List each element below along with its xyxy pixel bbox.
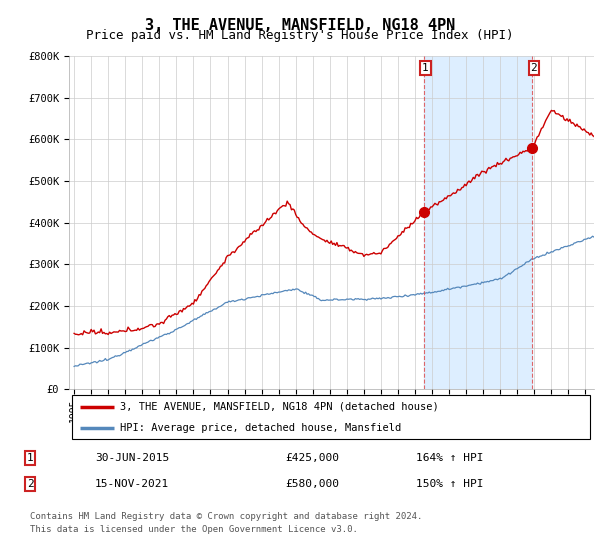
Text: £580,000: £580,000: [285, 479, 339, 489]
Text: 15-NOV-2021: 15-NOV-2021: [95, 479, 169, 489]
Text: 3, THE AVENUE, MANSFIELD, NG18 4PN: 3, THE AVENUE, MANSFIELD, NG18 4PN: [145, 18, 455, 33]
Text: 3, THE AVENUE, MANSFIELD, NG18 4PN (detached house): 3, THE AVENUE, MANSFIELD, NG18 4PN (deta…: [121, 402, 439, 412]
Text: 1: 1: [422, 63, 428, 73]
Text: Contains HM Land Registry data © Crown copyright and database right 2024.: Contains HM Land Registry data © Crown c…: [30, 512, 422, 521]
FancyBboxPatch shape: [71, 395, 590, 438]
Text: 1: 1: [26, 453, 34, 463]
Text: 164% ↑ HPI: 164% ↑ HPI: [416, 453, 484, 463]
Text: 150% ↑ HPI: 150% ↑ HPI: [416, 479, 484, 489]
Text: £425,000: £425,000: [285, 453, 339, 463]
Text: 2: 2: [26, 479, 34, 489]
Bar: [424, 56, 532, 389]
Text: Price paid vs. HM Land Registry's House Price Index (HPI): Price paid vs. HM Land Registry's House …: [86, 29, 514, 42]
Text: This data is licensed under the Open Government Licence v3.0.: This data is licensed under the Open Gov…: [30, 525, 358, 534]
Text: HPI: Average price, detached house, Mansfield: HPI: Average price, detached house, Mans…: [121, 423, 402, 433]
Text: 30-JUN-2015: 30-JUN-2015: [95, 453, 169, 463]
Text: 2: 2: [530, 63, 537, 73]
